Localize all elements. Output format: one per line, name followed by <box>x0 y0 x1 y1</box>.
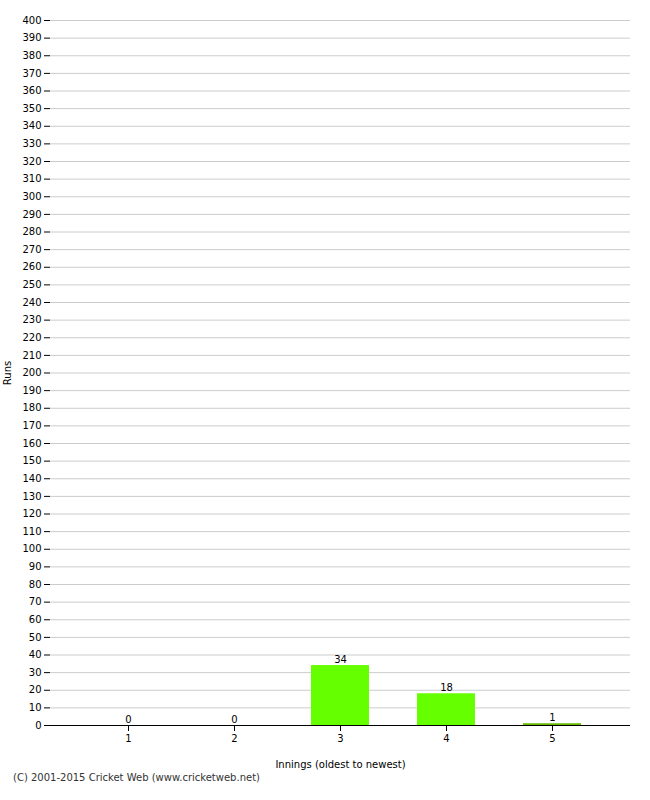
svg-text:1: 1 <box>549 712 555 723</box>
svg-text:1: 1 <box>125 733 131 744</box>
svg-text:100: 100 <box>22 543 41 554</box>
svg-text:110: 110 <box>22 526 41 537</box>
svg-text:180: 180 <box>22 402 41 413</box>
svg-text:50: 50 <box>29 632 42 643</box>
svg-text:30: 30 <box>29 667 42 678</box>
svg-text:4: 4 <box>443 733 449 744</box>
svg-text:300: 300 <box>22 191 41 202</box>
svg-text:0: 0 <box>125 714 131 725</box>
svg-text:60: 60 <box>29 614 42 625</box>
svg-text:270: 270 <box>22 244 41 255</box>
svg-text:290: 290 <box>22 209 41 220</box>
svg-text:150: 150 <box>22 455 41 466</box>
svg-text:Innings (oldest to newest): Innings (oldest to newest) <box>275 759 405 770</box>
svg-text:18: 18 <box>440 682 453 693</box>
svg-text:70: 70 <box>29 596 42 607</box>
svg-text:350: 350 <box>22 103 41 114</box>
svg-text:390: 390 <box>22 32 41 43</box>
svg-text:80: 80 <box>29 579 42 590</box>
svg-text:10: 10 <box>29 702 42 713</box>
svg-text:320: 320 <box>22 156 41 167</box>
svg-text:380: 380 <box>22 50 41 61</box>
html-text:(C) 2001-2015 Cricket Web (www: (C) 2001-2015 Cricket Web (www.cricketwe… <box>13 772 260 783</box>
svg-text:310: 310 <box>22 173 41 184</box>
svg-text:220: 220 <box>22 332 41 343</box>
svg-text:190: 190 <box>22 385 41 396</box>
svg-text:340: 340 <box>22 120 41 131</box>
svg-text:34: 34 <box>334 654 347 665</box>
svg-text:370: 370 <box>22 68 41 79</box>
svg-text:90: 90 <box>29 561 42 572</box>
svg-text:40: 40 <box>29 649 42 660</box>
svg-text:200: 200 <box>22 367 41 378</box>
svg-text:3: 3 <box>337 733 343 744</box>
svg-text:130: 130 <box>22 491 41 502</box>
svg-text:20: 20 <box>29 684 42 695</box>
svg-text:2: 2 <box>231 733 237 744</box>
svg-text:160: 160 <box>22 438 41 449</box>
svg-text:210: 210 <box>22 350 41 361</box>
svg-text:0: 0 <box>231 714 237 725</box>
svg-text:5: 5 <box>549 733 555 744</box>
svg-text:360: 360 <box>22 85 41 96</box>
svg-text:240: 240 <box>22 297 41 308</box>
svg-text:140: 140 <box>22 473 41 484</box>
svg-text:330: 330 <box>22 138 41 149</box>
svg-text:0: 0 <box>35 720 41 731</box>
svg-text:260: 260 <box>22 261 41 272</box>
svg-text:400: 400 <box>22 15 41 26</box>
svg-text:250: 250 <box>22 279 41 290</box>
svg-text:120: 120 <box>22 508 41 519</box>
svg-text:170: 170 <box>22 420 41 431</box>
svg-text:280: 280 <box>22 226 41 237</box>
svg-text:230: 230 <box>22 314 41 325</box>
svg-text:Runs: Runs <box>2 361 13 385</box>
